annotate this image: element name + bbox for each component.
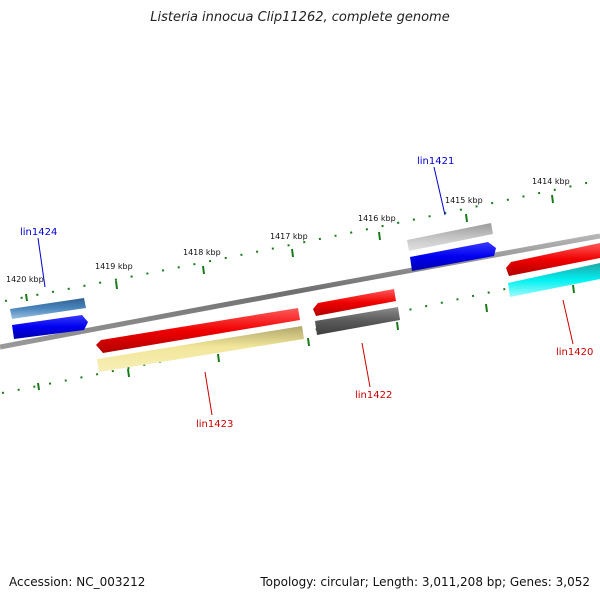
gene-label-lin1420[interactable]: lin1420 [556, 347, 593, 358]
gene-arrow-lin1424-cog[interactable] [10, 298, 86, 319]
gene-arrow-lin1424[interactable] [12, 315, 88, 339]
gene-arrow-lin1421-cog[interactable] [407, 223, 493, 251]
inner-major-ticks [37, 284, 575, 391]
gene-arrow-lin1421[interactable] [410, 242, 496, 271]
leader-line-lin1421 [433, 166, 446, 216]
kbp-label-1415: 1415 kbp [445, 196, 483, 205]
map-title: Listeria innocua Clip11262, complete gen… [150, 10, 450, 25]
kbp-label-1417: 1417 kbp [270, 232, 308, 241]
gene-label-lin1422[interactable]: lin1422 [355, 390, 392, 401]
genome-summary-text: Topology: circular; Length: 3,011,208 bp… [260, 575, 590, 589]
kbp-label-1420: 1420 kbp [6, 275, 44, 284]
gene-label-lin1423[interactable]: lin1423 [196, 419, 233, 430]
gene-arrow-lin1420[interactable] [506, 243, 600, 276]
gene-arrow-lin1420-cog[interactable] [508, 263, 600, 297]
gene-arrow-lin1423-cog[interactable] [97, 326, 304, 372]
accession-text: Accession: NC_003212 [9, 575, 146, 589]
leader-line-lin1424 [37, 237, 46, 288]
kbp-label-1419: 1419 kbp [95, 262, 133, 271]
genome-backbone [0, 233, 600, 350]
gene-arrow-lin1423[interactable] [96, 308, 300, 353]
gene-label-lin1421[interactable]: lin1421 [417, 156, 454, 167]
kbp-label-1416: 1416 kbp [358, 214, 396, 223]
gene-arrow-lin1422-cog[interactable] [315, 307, 400, 335]
leader-line-lin1420 [562, 299, 574, 345]
kbp-label-1414: 1414 kbp [532, 177, 570, 186]
kbp-label-1418: 1418 kbp [183, 248, 221, 257]
gene-label-lin1424[interactable]: lin1424 [20, 227, 57, 238]
leader-line-lin1423 [204, 371, 213, 416]
leader-line-lin1422 [361, 342, 371, 388]
outer-major-ticks [25, 194, 554, 302]
gene-arrow-lin1422[interactable] [313, 289, 396, 316]
